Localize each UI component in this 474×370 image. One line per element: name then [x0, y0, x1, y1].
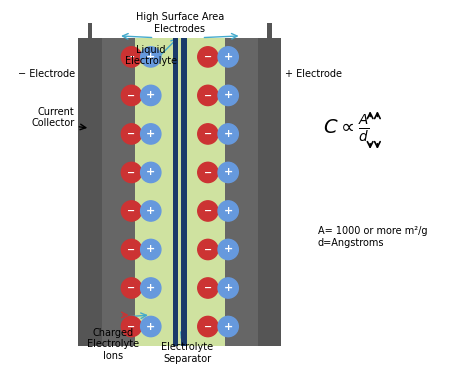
Bar — [181, 38, 187, 346]
Text: −: − — [204, 129, 212, 139]
Bar — [258, 38, 282, 346]
Text: Current
Collector: Current Collector — [31, 107, 75, 128]
Text: +: + — [224, 90, 233, 100]
Text: Electrolyte
Separator: Electrolyte Separator — [161, 342, 213, 364]
Circle shape — [218, 85, 238, 105]
Circle shape — [141, 278, 161, 298]
Text: −: − — [128, 129, 136, 139]
Circle shape — [218, 316, 238, 337]
Circle shape — [218, 278, 238, 298]
Text: +: + — [146, 168, 155, 178]
Circle shape — [141, 85, 161, 105]
Circle shape — [121, 162, 142, 183]
Text: −: − — [204, 245, 212, 255]
Circle shape — [198, 278, 218, 298]
Circle shape — [198, 85, 218, 105]
Circle shape — [121, 278, 142, 298]
Text: −: − — [128, 283, 136, 293]
Text: −: − — [204, 206, 212, 216]
Text: −: − — [204, 168, 212, 178]
Bar — [88, 23, 92, 38]
Text: +: + — [146, 322, 155, 332]
Circle shape — [141, 239, 161, 260]
Text: −: − — [128, 322, 136, 332]
Text: −: − — [204, 52, 212, 62]
Circle shape — [218, 201, 238, 221]
Text: +: + — [146, 206, 155, 216]
Bar — [78, 38, 282, 346]
Circle shape — [198, 201, 218, 221]
Text: $C \propto \frac{A}{d}$: $C \propto \frac{A}{d}$ — [323, 113, 370, 144]
Text: +: + — [146, 245, 155, 255]
Text: +: + — [224, 245, 233, 255]
Circle shape — [141, 316, 161, 337]
Circle shape — [198, 162, 218, 183]
Circle shape — [198, 239, 218, 260]
Bar — [102, 38, 135, 346]
Text: −: − — [128, 168, 136, 178]
Bar — [267, 23, 272, 38]
Text: A= 1000 or more m²/g
d=Angstroms: A= 1000 or more m²/g d=Angstroms — [318, 226, 427, 248]
Text: −: − — [128, 245, 136, 255]
Circle shape — [141, 201, 161, 221]
Text: −: − — [128, 90, 136, 100]
Text: −: − — [128, 206, 136, 216]
Circle shape — [121, 316, 142, 337]
Text: +: + — [146, 283, 155, 293]
Circle shape — [198, 316, 218, 337]
Bar — [135, 38, 225, 346]
Bar — [78, 38, 102, 346]
Text: −: − — [128, 52, 136, 62]
Circle shape — [121, 239, 142, 260]
Text: − Electrode: − Electrode — [18, 69, 75, 79]
Text: −: − — [204, 90, 212, 100]
Circle shape — [141, 124, 161, 144]
Text: +: + — [224, 206, 233, 216]
Text: Charged
Electrolyte
Ions: Charged Electrolyte Ions — [87, 328, 139, 361]
Text: Liquid
Electrolyte: Liquid Electrolyte — [125, 45, 177, 67]
Circle shape — [121, 85, 142, 105]
Circle shape — [121, 124, 142, 144]
Text: +: + — [224, 283, 233, 293]
Text: +: + — [224, 129, 233, 139]
Circle shape — [141, 47, 161, 67]
Text: +: + — [224, 168, 233, 178]
Text: +: + — [146, 129, 155, 139]
Text: +: + — [224, 52, 233, 62]
Circle shape — [198, 124, 218, 144]
Circle shape — [121, 201, 142, 221]
Text: +: + — [146, 90, 155, 100]
Text: +: + — [146, 52, 155, 62]
Text: +: + — [224, 322, 233, 332]
Text: −: − — [204, 322, 212, 332]
Circle shape — [121, 47, 142, 67]
Bar — [225, 38, 258, 346]
Circle shape — [218, 239, 238, 260]
Circle shape — [198, 47, 218, 67]
Circle shape — [218, 162, 238, 183]
Text: + Electrode: + Electrode — [285, 69, 342, 79]
Bar — [173, 38, 178, 346]
Circle shape — [218, 47, 238, 67]
Circle shape — [141, 162, 161, 183]
Circle shape — [218, 124, 238, 144]
Text: High Surface Area
Electrodes: High Surface Area Electrodes — [136, 12, 224, 34]
Text: −: − — [204, 283, 212, 293]
